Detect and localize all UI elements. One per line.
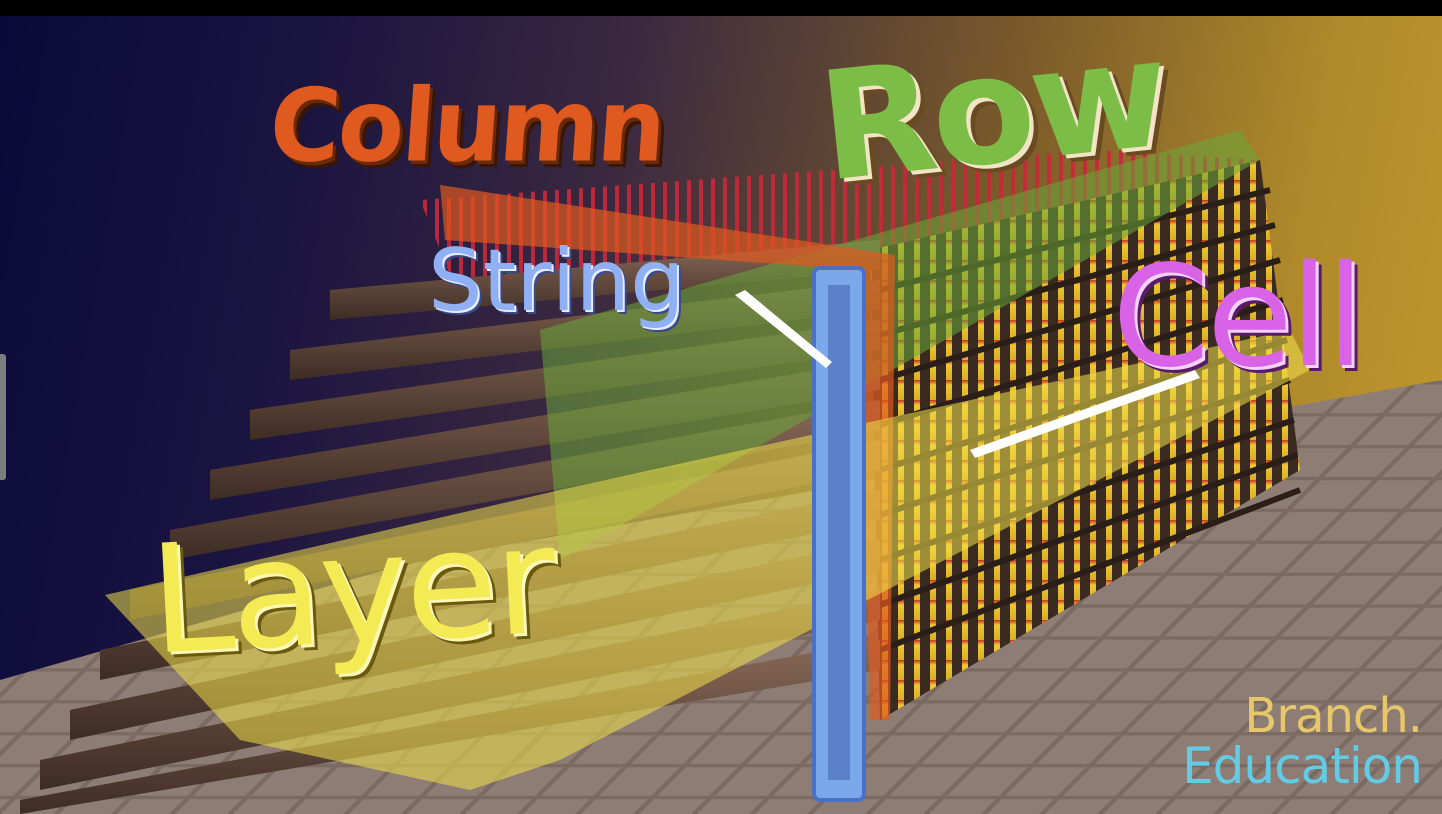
string-pointer — [735, 290, 832, 368]
string-label: String — [428, 231, 685, 331]
video-frame: Column Row String Cell Layer Branch. Edu… — [0, 16, 1442, 814]
cell-pointer — [970, 370, 1200, 458]
column-label: Column — [265, 67, 669, 185]
row-label: Row — [811, 16, 1174, 216]
side-scroll-handle[interactable] — [0, 354, 6, 480]
cell-label: Cell — [1112, 236, 1365, 399]
logo-line-1: Branch. — [1244, 688, 1423, 744]
memory-array-illustration — [0, 130, 1442, 814]
layer-label: Layer — [145, 493, 558, 689]
branch-education-logo: Branch. Education — [1182, 688, 1423, 795]
logo-line-2: Education — [1182, 737, 1423, 795]
row-plane — [540, 130, 1260, 560]
column-plane — [440, 185, 895, 720]
